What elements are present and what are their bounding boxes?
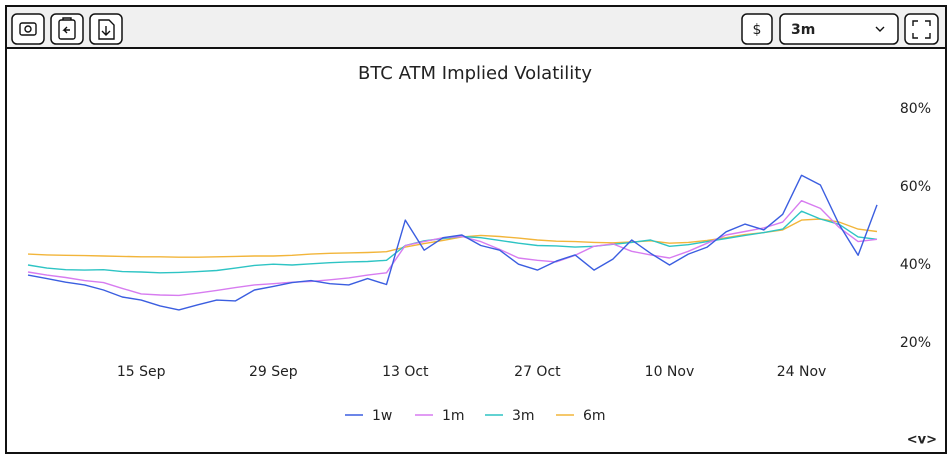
line-series	[27, 200, 878, 297]
legend-label: 3m	[512, 408, 535, 424]
x-tick-label: 13 Oct	[382, 364, 429, 380]
currency-label: $	[753, 22, 762, 38]
x-tick-label: 15 Sep	[117, 364, 166, 380]
x-tick-label: 10 Nov	[645, 364, 695, 380]
legend-label: 1m	[442, 408, 465, 424]
y-tick-label: 40%	[900, 257, 931, 273]
nav-controls[interactable]: <v>	[907, 433, 937, 448]
range-label: 3m	[791, 22, 815, 38]
x-tick-label: 29 Sep	[249, 364, 298, 380]
currency-button[interactable]: $	[741, 13, 773, 45]
x-tick-label: 27 Oct	[514, 364, 561, 380]
camera-button[interactable]	[11, 13, 45, 45]
y-tick-label: 80%	[900, 101, 931, 117]
legend-label: 6m	[583, 408, 606, 424]
download-button[interactable]	[89, 13, 123, 45]
frame	[5, 5, 947, 454]
line-series	[27, 174, 878, 311]
y-tick-label: 60%	[900, 179, 931, 195]
line-series	[27, 218, 878, 258]
fullscreen-button[interactable]	[904, 13, 939, 45]
clipboard-button[interactable]	[50, 13, 84, 45]
range-select[interactable]: 3m	[779, 13, 899, 45]
legend-label: 1w	[372, 408, 392, 424]
y-tick-label: 20%	[900, 335, 931, 351]
x-tick-label: 24 Nov	[777, 364, 827, 380]
chart-title: BTC ATM Implied Volatility	[358, 63, 592, 84]
